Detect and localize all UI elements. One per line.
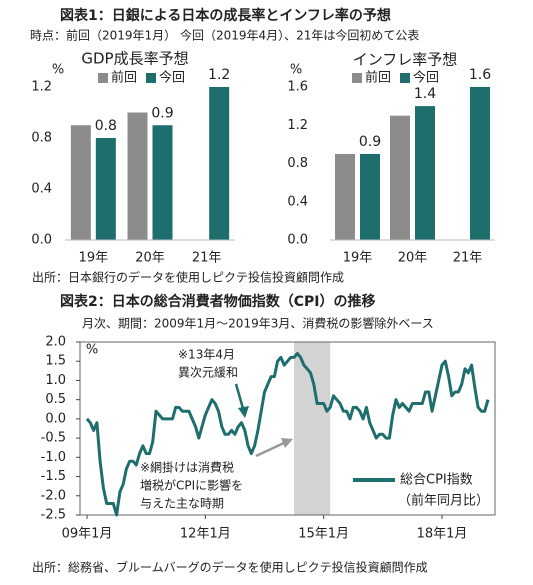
y-tick-label: 1.6	[287, 80, 308, 95]
legend-label: 今回	[413, 70, 439, 86]
bar	[95, 138, 116, 240]
x-tick-label: 20年	[398, 251, 428, 266]
bar	[152, 125, 173, 240]
x-tick-label: 09年1月	[62, 527, 113, 542]
legend-label: 前回	[111, 70, 137, 86]
chart-title: インフレ率予想	[353, 51, 458, 69]
y-unit: %	[86, 343, 98, 358]
y-tick-label: 0.4	[31, 182, 52, 197]
chart-title: 図表2：日本の総合消費者物価指数（CPI）の推移	[60, 293, 375, 310]
y-unit: %	[52, 63, 64, 78]
series-line	[85, 352, 490, 517]
legend-label: 総合CPI指数	[400, 473, 473, 488]
x-tick-label: 20年	[135, 251, 165, 266]
annotation: 増税がCPIに影響を	[140, 478, 243, 493]
value-label: 1.2	[208, 67, 230, 83]
figure-subtitle: 時点：前回（2019年1月） 今回（2019年4月）、21年は今回初めて公表	[30, 28, 419, 43]
y-tick-label: 2.0	[45, 335, 66, 350]
bar	[70, 125, 91, 240]
chart-subtitle: 月次、期間：2009年1月～2019年3月、消費税の影響除外ベース	[82, 316, 434, 331]
y-tick-label: 0.5	[45, 392, 66, 407]
x-tick-label: 18年1月	[417, 527, 468, 542]
value-label: 0.9	[151, 105, 173, 121]
y-tick-label: -0.5	[41, 431, 66, 446]
legend-label: 前回	[365, 70, 391, 86]
y-tick-label: 1.2	[287, 118, 308, 133]
y-tick-label: -2.5	[41, 508, 66, 523]
x-tick-label: 19年	[343, 251, 373, 266]
legend-label: 今回	[159, 70, 185, 86]
y-unit: %	[290, 63, 302, 78]
bar	[470, 87, 490, 240]
value-label: 0.8	[95, 118, 117, 134]
x-tick-label: 19年	[79, 251, 109, 266]
y-tick-label: 0.8	[287, 156, 308, 171]
value-label: 1.4	[414, 86, 436, 102]
y-tick-label: 0.0	[45, 411, 66, 426]
figure-title: 図表1：日銀による日本の成長率とインフレ率の予想	[60, 7, 391, 24]
chart-source: 出所：総務省、ブルームバーグのデータを使用しピクテ投信投資顧問作成	[32, 560, 428, 575]
annotation: 異次元緩和	[178, 366, 238, 380]
x-tick-label: 21年	[453, 251, 483, 266]
figure-source: 出所：日本銀行のデータを使用しピクテ投信投資顧問作成	[32, 270, 344, 285]
annotation: ※13年4月	[178, 348, 235, 362]
annotation-arrowhead	[281, 438, 293, 448]
shaded-period	[294, 342, 331, 515]
annotation: 与えた主な時期	[140, 497, 224, 511]
legend-swatch	[146, 73, 156, 83]
y-tick-label: 0.8	[31, 131, 52, 146]
y-tick-label: 0.4	[287, 194, 308, 209]
x-tick-label: 21年	[192, 251, 222, 266]
bar	[415, 106, 435, 240]
bar	[390, 115, 410, 240]
bar	[360, 153, 380, 240]
annotation-arrow	[255, 440, 287, 458]
y-tick-label: -1.5	[41, 469, 66, 484]
value-label: 0.9	[359, 134, 381, 150]
legend-note: （前年同月比）	[398, 493, 489, 509]
x-tick-label: 12年1月	[180, 527, 231, 542]
chart-title: GDP成長率予想	[81, 50, 188, 68]
y-tick-label: 0.0	[31, 233, 52, 248]
legend-swatch	[98, 73, 108, 83]
annotation-arrowhead	[238, 406, 249, 418]
y-tick-label: 1.5	[45, 354, 66, 369]
y-tick-label: 1.2	[31, 80, 52, 95]
x-tick-label: 15年1月	[298, 527, 349, 542]
plot-frame	[79, 341, 496, 516]
y-tick-label: -1.0	[41, 450, 66, 465]
annotation: ※網掛けは消費税	[140, 460, 234, 475]
value-label: 1.6	[469, 67, 491, 83]
y-tick-label: 0.0	[287, 233, 308, 248]
bar	[335, 153, 355, 240]
bar	[209, 87, 230, 240]
bar	[127, 112, 148, 240]
y-tick-label: 1.0	[45, 373, 66, 388]
legend-swatch	[400, 73, 410, 83]
y-tick-label: -2.0	[41, 488, 66, 503]
legend-swatch	[352, 73, 362, 83]
